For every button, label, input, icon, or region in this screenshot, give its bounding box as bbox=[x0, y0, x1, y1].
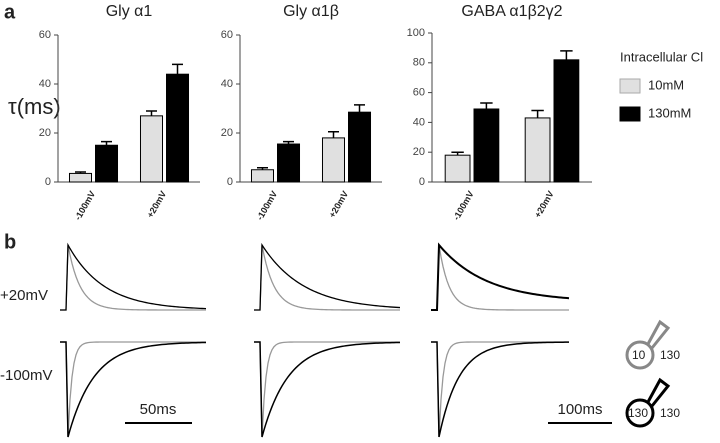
pipette-label: 130 bbox=[660, 348, 680, 362]
y-tick-label: 60 bbox=[221, 29, 233, 41]
y-tick-label: 0 bbox=[227, 176, 233, 188]
y-tick-label: 0 bbox=[45, 176, 51, 188]
current-trace bbox=[431, 242, 570, 311]
row-label: -100mV bbox=[0, 367, 53, 384]
current-trace bbox=[60, 242, 207, 311]
bar bbox=[95, 144, 119, 183]
bar bbox=[553, 59, 580, 183]
x-tick-label: +20mV bbox=[327, 189, 350, 219]
y-tick-label: 0 bbox=[419, 176, 425, 188]
current-trace bbox=[60, 244, 206, 311]
current-trace bbox=[254, 242, 401, 311]
y-tick-label: 40 bbox=[221, 78, 233, 90]
pipette-label: 130 bbox=[660, 406, 680, 420]
error-bar bbox=[480, 102, 493, 109]
x-tick-label: -100mV bbox=[73, 189, 98, 222]
current-trace bbox=[254, 341, 400, 438]
bar bbox=[250, 169, 275, 183]
x-tick-label: -100mV bbox=[451, 189, 476, 222]
pipette-icon: 130 130 bbox=[625, 377, 680, 428]
x-tick-label: +20mV bbox=[532, 189, 555, 219]
bar bbox=[277, 143, 301, 183]
bar bbox=[166, 73, 190, 183]
chart-title: GABA α1β2γ2 bbox=[461, 3, 562, 20]
pipette-label: 10 bbox=[632, 348, 646, 362]
current-trace bbox=[60, 341, 207, 438]
error-bar bbox=[283, 140, 295, 145]
error-bar bbox=[560, 50, 573, 60]
bar bbox=[68, 172, 92, 183]
bar bbox=[139, 115, 164, 183]
legend-label: 130mM bbox=[648, 105, 691, 120]
chart-title: Gly α1 bbox=[106, 3, 153, 20]
current-trace bbox=[254, 244, 400, 311]
scale-label: 100ms bbox=[557, 401, 602, 418]
pipette-label: 130 bbox=[628, 406, 648, 420]
legend-label: 10mM bbox=[648, 77, 684, 92]
y-tick-label: 40 bbox=[39, 78, 51, 90]
bar bbox=[444, 154, 471, 183]
error-bar bbox=[101, 140, 113, 146]
y-tick-label: 40 bbox=[413, 116, 425, 128]
panel-label: b bbox=[4, 231, 16, 253]
y-tick-label: 100 bbox=[407, 27, 425, 39]
error-bar bbox=[451, 151, 464, 156]
y-axis-label: τ(ms) bbox=[8, 94, 61, 119]
current-trace bbox=[254, 341, 401, 438]
error-bar bbox=[354, 104, 366, 113]
panel-label: a bbox=[4, 1, 16, 23]
bar bbox=[473, 108, 500, 183]
y-tick-label: 60 bbox=[39, 29, 51, 41]
y-tick-label: 60 bbox=[413, 87, 425, 99]
y-tick-label: 20 bbox=[413, 146, 425, 158]
current-trace bbox=[431, 341, 570, 438]
error-bar bbox=[145, 110, 157, 116]
x-tick-label: +20mV bbox=[145, 189, 168, 219]
bar bbox=[524, 117, 551, 183]
bar bbox=[348, 111, 372, 183]
chart-title: Gly α1β bbox=[283, 3, 339, 20]
legend-swatch bbox=[619, 106, 641, 122]
error-bar bbox=[172, 63, 184, 75]
bar bbox=[321, 137, 345, 183]
row-label: +20mV bbox=[0, 287, 48, 304]
error-bar bbox=[74, 171, 86, 174]
pipette-icon: 10 130 bbox=[625, 319, 680, 370]
y-tick-label: 80 bbox=[413, 57, 425, 69]
legend-swatch bbox=[619, 78, 641, 94]
current-trace bbox=[431, 244, 569, 311]
error-bar bbox=[531, 109, 544, 118]
error-bar bbox=[256, 167, 268, 170]
current-trace bbox=[60, 341, 206, 438]
error-bar bbox=[327, 131, 339, 138]
scale-label: 50ms bbox=[140, 401, 177, 418]
y-tick-label: 20 bbox=[221, 127, 233, 139]
y-tick-label: 20 bbox=[39, 127, 51, 139]
legend-title: Intracellular Cl bbox=[620, 49, 703, 64]
x-tick-label: -100mV bbox=[255, 189, 280, 222]
